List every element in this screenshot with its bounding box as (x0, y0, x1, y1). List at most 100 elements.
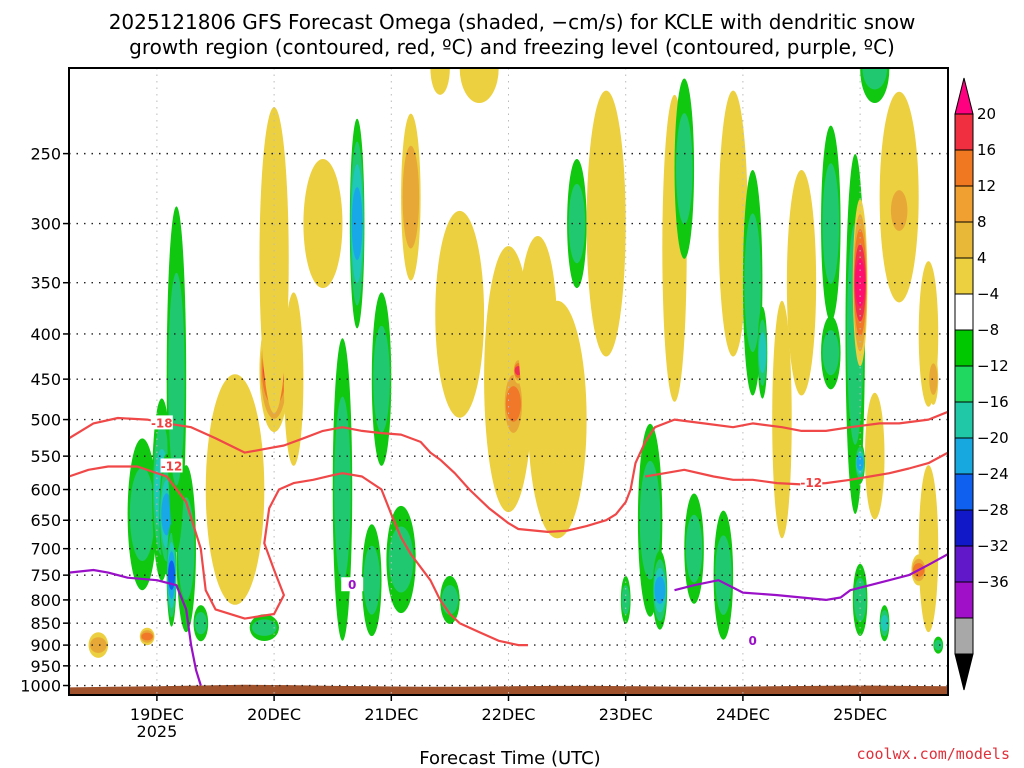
omega-blob-15 (334, 396, 351, 583)
omega-blob-58 (934, 639, 943, 651)
colorbar-label-9: −20 (977, 429, 1009, 447)
y-tick-label-400: 400 (30, 325, 61, 344)
omega-blob-48 (856, 455, 864, 471)
x-axis-label: Forecast Time (UTC) (419, 748, 600, 768)
purple-contour-label-bg-0 (341, 577, 364, 592)
omega-blob-39 (718, 90, 748, 357)
colorbar-label-0: 20 (977, 105, 996, 123)
y-tick-label-1000: 1000 (20, 677, 61, 696)
omega-blob-33 (639, 460, 661, 580)
omega-blob-43 (786, 169, 817, 396)
omega-blob-14 (303, 159, 343, 289)
purple-contour-label-bg-1 (741, 632, 764, 647)
x-tick-label-6: 25DEC (833, 705, 887, 724)
contour-layer (69, 410, 948, 686)
omega-blob-13 (283, 292, 304, 466)
colorbar-segment-12 (954, 509, 974, 547)
omega-blob-30 (568, 183, 586, 264)
omega-blob-50 (864, 392, 885, 520)
omega-blob-52 (880, 615, 889, 632)
omega-blob-1 (129, 467, 155, 562)
colorbar-segment-10 (954, 437, 974, 475)
colorbar-label-7: −12 (977, 357, 1009, 375)
colorbar-segment-16 (954, 653, 974, 691)
y-tick-label-300: 300 (30, 215, 61, 234)
x-tick-sublabel-0: 2025 (137, 722, 178, 741)
omega-blob-18 (373, 325, 390, 433)
purple-contour-1 (674, 553, 948, 601)
omega-blob-41 (758, 332, 767, 374)
red-contour-label-bg-2 (800, 475, 823, 490)
colorbar-label-8: −16 (977, 393, 1009, 411)
chart-title-line-1: 2025121806 GFS Forecast Omega (shaded, −… (109, 10, 916, 34)
colorbar-label-3: 8 (977, 213, 987, 231)
omega-blob-32 (621, 585, 630, 615)
purple-contour-label-0: 0 (348, 578, 356, 592)
y-tick-label-750: 750 (30, 566, 61, 585)
omega-blob-24 (459, 68, 499, 103)
terrain-layer (69, 684, 948, 695)
y-tick-label-650: 650 (30, 511, 61, 530)
colorbar-segment-11 (954, 473, 974, 511)
y-tick-label-250: 250 (30, 145, 61, 164)
colorbar-segment-2 (954, 149, 974, 187)
colorbar: 20 16 12 8 4 −4 −8 −12 −16 −20 −24 −28 −32 −36 (954, 77, 1009, 691)
colorbar-segment-6 (954, 293, 974, 331)
x-tick-label-3: 22DEC (482, 705, 536, 724)
colorbar-segment-3 (954, 185, 974, 223)
gridlines (69, 68, 948, 695)
omega-blob-36 (676, 113, 693, 225)
colorbar-segment-14 (954, 581, 974, 619)
omega-blob-5 (177, 497, 195, 601)
omega-blob-56 (918, 465, 939, 633)
chart-title-line-2: growth region (contoured, red, ºC) and f… (129, 35, 895, 59)
colorbar-label-1: 16 (977, 141, 996, 159)
colorbar-segment-5 (954, 257, 974, 295)
omega-blob-23 (435, 210, 485, 418)
red-contour-label-0: -18 (151, 416, 173, 430)
omega-blob-51 (862, 68, 888, 90)
colorbar-segment-8 (954, 365, 974, 403)
colorbar-segment-1 (954, 113, 974, 151)
y-tick-label-850: 850 (30, 614, 61, 633)
y-tick-label-600: 600 (30, 481, 61, 500)
omega-blob-16 (351, 187, 363, 261)
omega-blob-19 (388, 526, 414, 593)
y-tick-label-550: 550 (30, 447, 61, 466)
omega-blob-31 (586, 90, 626, 357)
y-tick-label-350: 350 (30, 274, 61, 293)
red-contour-label-bg-1 (160, 458, 183, 473)
red-contour-label-bg-0 (150, 415, 173, 430)
colorbar-label-6: −8 (977, 321, 999, 339)
x-tick-label-4: 23DEC (599, 705, 653, 724)
red-contour-label-2: -12 (800, 476, 822, 490)
x-tick-label-5: 24DEC (716, 705, 770, 724)
colorbar-segment-13 (954, 545, 974, 583)
omega-blob-3 (161, 493, 173, 536)
colorbar-label-12: −32 (977, 537, 1009, 555)
colorbar-label-2: 12 (977, 177, 996, 195)
y-tick-label-950: 950 (30, 657, 61, 676)
y-tick-label-500: 500 (30, 411, 61, 430)
colorbar-segment-4 (954, 221, 974, 259)
omega-blob-8 (194, 612, 208, 635)
colorbar-segment-0 (954, 77, 974, 115)
colorbar-segment-7 (954, 329, 974, 367)
colorbar-label-13: −36 (977, 573, 1009, 591)
y-tick-label-800: 800 (30, 591, 61, 610)
omega-blob-44 (822, 163, 840, 284)
x-tick-label-1: 20DEC (247, 705, 301, 724)
purple-contour-label-1: 0 (748, 634, 756, 648)
omega-blob-20 (402, 145, 420, 249)
omega-blob-7 (141, 632, 153, 641)
omega-blob-12 (251, 619, 277, 636)
colorbar-label-10: −24 (977, 465, 1009, 483)
omega-blob-57 (929, 363, 938, 395)
colorbar-label-5: −4 (977, 285, 999, 303)
red-contour-0 (69, 410, 948, 533)
contour-labels: -18 -12 -12 0 0 (150, 415, 823, 648)
omega-blob-17 (363, 545, 381, 615)
red-contour-1 (69, 465, 528, 647)
